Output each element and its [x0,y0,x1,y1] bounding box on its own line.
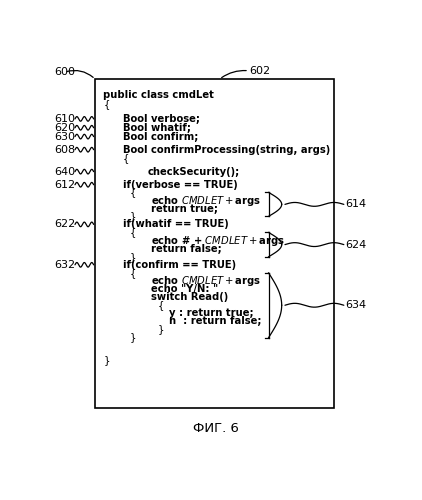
Text: }: } [130,252,136,262]
Text: 640: 640 [54,166,76,176]
Text: 600: 600 [54,68,76,78]
Text: {: { [130,268,136,278]
Text: ФИГ. 6: ФИГ. 6 [193,422,239,436]
Text: echo $CMDLET + $args: echo $CMDLET + $args [151,194,261,207]
Text: n  : return false;: n : return false; [169,316,261,326]
Text: return true;: return true; [151,204,218,214]
Text: {: { [123,154,130,164]
Text: if(verbose == TRUE): if(verbose == TRUE) [123,180,238,190]
Text: 622: 622 [54,220,76,230]
Text: }: } [130,212,136,222]
Text: {: { [130,188,136,198]
Text: if(whatif == TRUE): if(whatif == TRUE) [123,220,229,230]
Text: {: { [130,228,136,237]
Text: Bool confirm;: Bool confirm; [123,132,198,141]
Text: echo # + $CMDLET + $args: echo # + $CMDLET + $args [151,234,284,247]
Text: 610: 610 [54,114,76,124]
Text: public class cmdLet: public class cmdLet [103,90,214,101]
Text: echo "Y/N: ": echo "Y/N: " [151,284,218,294]
Text: switch Read(): switch Read() [151,292,228,302]
Text: {: { [103,100,110,110]
Text: echo $CMDLET + $args: echo $CMDLET + $args [151,274,261,288]
Text: 614: 614 [346,200,367,209]
Text: if(confirm == TRUE): if(confirm == TRUE) [123,260,236,270]
Bar [95,79,334,408]
Text: }: } [103,356,110,366]
Text: Bool whatif;: Bool whatif; [123,123,191,133]
Text: }: } [157,324,164,334]
Text: 612: 612 [54,180,76,190]
Text: 624: 624 [346,240,367,250]
Text: checkSecurity();: checkSecurity(); [148,166,240,176]
Text: Bool verbose;: Bool verbose; [123,114,200,124]
Text: return false;: return false; [151,244,222,254]
Text: }: } [130,332,136,342]
Text: 630: 630 [54,132,76,141]
Text: 602: 602 [249,66,270,76]
Text: 608: 608 [54,144,76,154]
Text: Bool confirmProcessing(string, args): Bool confirmProcessing(string, args) [123,144,330,154]
Text: 634: 634 [346,300,367,310]
Text: {: { [157,300,164,310]
Text: 632: 632 [54,260,76,270]
Text: y : return true;: y : return true; [169,308,254,318]
Text: 620: 620 [54,123,76,133]
